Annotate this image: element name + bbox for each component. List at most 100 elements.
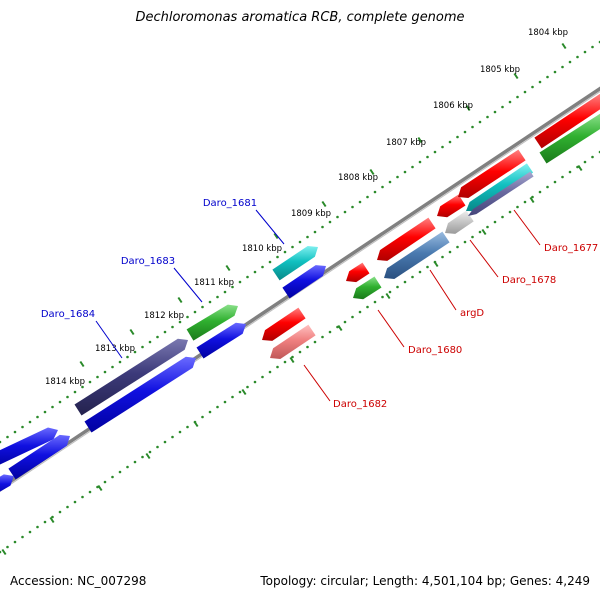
inner-ruler-dot (186, 425, 189, 429)
inner-ruler-dot (546, 185, 549, 189)
inner-ruler-major-tick (1, 548, 7, 556)
gene-arrow (270, 324, 316, 359)
outer-ruler-dot (576, 55, 579, 59)
outer-ruler-dot (441, 145, 444, 149)
outer-ruler-dot (238, 280, 242, 284)
outer-ruler-dot (418, 160, 422, 164)
outer-ruler-dot (561, 65, 564, 69)
gene-label-daro-1678-leader (469, 239, 499, 278)
inner-ruler-dot (178, 430, 182, 434)
labels-layer: Daro_1681 Daro_1683 Daro_1684 Daro_1677 Daro… (41, 198, 598, 410)
outer-ruler-dot (463, 130, 467, 134)
gene-label-daro-1678: Daro_1678 (502, 275, 556, 286)
outer-ruler-dot (201, 305, 204, 309)
inner-ruler-dot (531, 195, 534, 199)
outer-ruler-dot (193, 310, 197, 314)
gene-arrow (346, 262, 370, 283)
gene-label-daro-1677: Daro_1677 (544, 243, 598, 254)
outer-ruler-dot (148, 340, 152, 344)
outer-ruler-dot (426, 155, 429, 159)
outer-ruler-dot (448, 140, 452, 144)
gene-label-daro-1681-leader (255, 209, 285, 245)
outer-ruler-dot (178, 320, 182, 324)
inner-ruler-dot (396, 285, 399, 289)
inner-ruler-dot (403, 280, 407, 284)
ruler-tick-label: 1805 kbp (480, 65, 520, 75)
inner-ruler-dot (88, 490, 92, 494)
ruler-tick-label: 1813 kbp (95, 344, 135, 354)
inner-ruler-dot (268, 370, 272, 374)
gene-arrow (468, 171, 534, 216)
gene-arrow (384, 231, 450, 279)
inner-ruler-dot (28, 530, 32, 534)
outer-ruler-dot (373, 190, 377, 194)
ruler-tick-label: 1808 kbp (338, 173, 378, 183)
inner-ruler-dot (501, 215, 504, 219)
inner-ruler-dot (463, 240, 467, 244)
outer-ruler-dot (291, 245, 294, 249)
inner-ruler-dot (126, 465, 129, 469)
outer-ruler-dot (96, 375, 99, 379)
outer-ruler-dot (516, 95, 519, 99)
inner-ruler-dot (508, 210, 512, 214)
gene-label-argd: argD (460, 308, 484, 319)
outer-ruler-dot (0, 440, 2, 444)
inner-ruler-dot (441, 255, 444, 259)
inner-ruler-dot (471, 235, 474, 239)
outer-ruler-major-tick (79, 360, 85, 368)
inner-ruler-major-tick (433, 260, 439, 268)
gene-arrow (84, 356, 196, 433)
inner-ruler-major-tick (145, 452, 151, 460)
outer-ruler-dot (43, 410, 47, 414)
gene-arrow (534, 94, 600, 149)
gene-arrow (353, 276, 382, 300)
gene-arrow (0, 474, 14, 492)
outer-ruler-dot (508, 100, 512, 104)
outer-ruler-dot (553, 70, 557, 74)
inner-ruler-dot (66, 505, 69, 509)
inner-ruler-dot (561, 175, 564, 179)
inner-ruler-dot (118, 470, 122, 474)
gene-label-daro-1683-leader (173, 267, 203, 303)
outer-ruler-dot (493, 110, 497, 114)
gene-label-daro-1681: Daro_1681 (203, 198, 257, 209)
inner-ruler-dot (456, 245, 459, 249)
outer-ruler-dot (133, 350, 137, 354)
outer-ruler-dot (268, 260, 272, 264)
inner-ruler-dot (13, 540, 17, 544)
outer-ruler-dot (403, 170, 407, 174)
inner-ruler-dot (358, 310, 362, 314)
inner-ruler-dot (0, 550, 2, 554)
outer-ruler-dot (381, 185, 384, 189)
outer-ruler-dot (246, 275, 249, 279)
inner-ruler-dot (553, 180, 557, 184)
inner-ruler-dot (148, 450, 152, 454)
gene-arrow (377, 217, 436, 261)
inner-ruler-dot (516, 205, 519, 209)
outer-ruler-major-tick (369, 168, 375, 176)
inner-ruler-dot (366, 305, 369, 309)
outer-ruler-major-tick (225, 264, 231, 272)
inner-ruler-major-tick (241, 388, 247, 396)
gene-arrow (262, 307, 306, 341)
inner-ruler-dot (276, 365, 279, 369)
outer-ruler-dot (126, 355, 129, 359)
outer-ruler-dot (486, 115, 489, 119)
gene-label-daro-1684: Daro_1684 (41, 309, 95, 320)
inner-ruler-dot (36, 525, 39, 529)
outer-ruler-dot (531, 85, 534, 89)
outer-ruler-dot (6, 435, 9, 439)
inner-ruler-dot (171, 435, 174, 439)
gene-label-daro-1683: Daro_1683 (121, 256, 175, 267)
outer-ruler-major-tick (177, 296, 183, 304)
outer-ruler-dot (118, 360, 122, 364)
inner-ruler-dot (523, 200, 527, 204)
outer-ruler-major-tick (465, 104, 471, 112)
inner-ruler-dot (216, 405, 219, 409)
accession-text: Accession: NC_007298 (10, 574, 147, 588)
outer-ruler-dot (156, 335, 159, 339)
inner-ruler-dot (583, 160, 587, 164)
outer-ruler-dot (13, 430, 17, 434)
gene-label-daro-1680: Daro_1680 (408, 345, 462, 356)
